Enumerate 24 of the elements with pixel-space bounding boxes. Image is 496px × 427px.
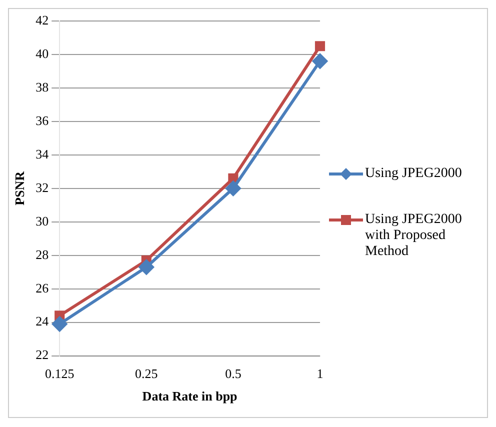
x-tick-label: 1	[316, 366, 324, 382]
y-tick-label: 38	[36, 79, 49, 94]
legend-label: Using JPEG2000	[365, 166, 462, 182]
point	[138, 260, 154, 275]
y-tick-label: 34	[36, 146, 50, 162]
y-tick-label: 24	[36, 314, 50, 329]
y-tick-label: 26	[36, 280, 50, 296]
y-tick-label: 28	[36, 246, 49, 262]
point	[52, 316, 68, 332]
x-tick-label: 0.5	[225, 366, 242, 382]
y-tick-label: 36	[36, 112, 50, 128]
y-tick-label: 32	[36, 180, 49, 195]
y-tick-label: 42	[36, 12, 49, 28]
x-tick-label: 0.125	[44, 366, 74, 382]
point	[226, 180, 241, 196]
x-tick-label: 0.25	[135, 366, 158, 382]
x-axis-title: Data Rate in bpp	[142, 388, 238, 404]
point	[314, 41, 326, 52]
y-tick-label: 22	[36, 347, 49, 362]
legend-label: Using JPEG2000 with Proposed Method	[365, 212, 463, 260]
point	[312, 54, 328, 69]
y-axis-title: PSNR	[12, 170, 28, 206]
y-tick-label: 40	[36, 46, 49, 61]
y-tick-label: 30	[36, 213, 49, 228]
